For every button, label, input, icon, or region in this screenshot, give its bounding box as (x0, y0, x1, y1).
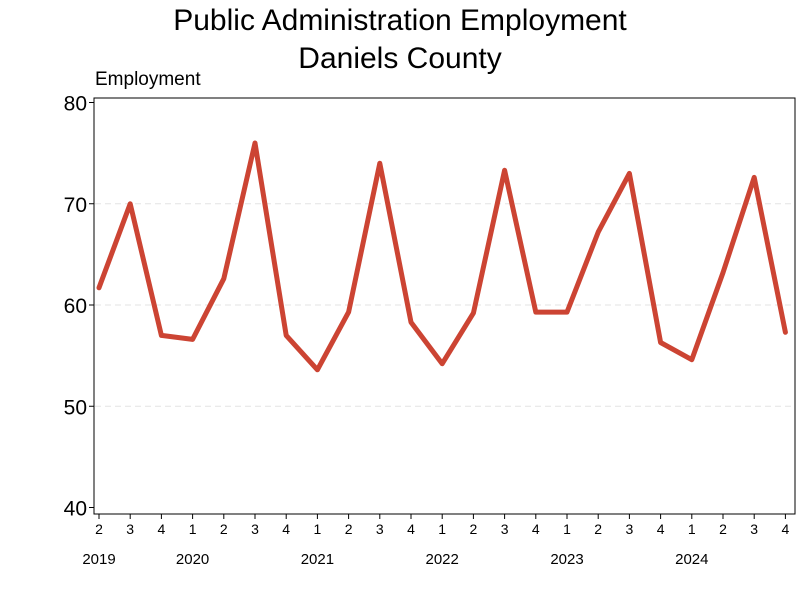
x-year-label: 2021 (301, 551, 334, 568)
data-point (627, 171, 632, 176)
data-point (408, 320, 414, 325)
data-point (159, 333, 164, 338)
data-point (128, 201, 133, 206)
series-line (96, 140, 788, 373)
x-tick-label: 1 (438, 521, 446, 537)
x-tick-label: 2 (95, 521, 103, 537)
data-point (502, 168, 507, 173)
chart-title-line-2: Daniels County (298, 42, 501, 75)
x-tick-label: 1 (688, 521, 696, 537)
x-axis-year-labels: 2019 2020 2021 2022 2023 2024 (82, 551, 708, 568)
data-point (221, 276, 226, 281)
grid-lines (95, 203, 794, 407)
data-point (377, 161, 382, 166)
x-tick-label: 2 (470, 521, 478, 537)
data-point (315, 367, 320, 372)
x-tick-label: 4 (282, 521, 290, 537)
y-axis-ticks: 40 50 60 70 80 (64, 93, 94, 521)
data-point (252, 140, 258, 146)
data-point (752, 175, 757, 180)
x-tick-label: 1 (563, 521, 571, 537)
data-point (440, 361, 445, 366)
data-point (720, 270, 726, 275)
chart-title-line-1: Public Administration Employment (173, 4, 627, 37)
x-tick-label: 4 (782, 521, 790, 537)
data-point (564, 309, 570, 315)
x-tick-label: 2 (345, 521, 353, 537)
x-tick-label: 1 (314, 521, 322, 537)
data-point (190, 337, 195, 342)
y-axis-label: Employment (95, 69, 201, 90)
x-tick-label: 1 (189, 521, 197, 537)
x-year-label: 2019 (82, 551, 115, 568)
data-point (533, 309, 538, 315)
plot-frame (93, 97, 796, 515)
x-tick-label: 3 (750, 521, 758, 537)
x-tick-label: 2 (594, 521, 602, 537)
y-tick-label: 40 (64, 498, 87, 521)
y-tick-label: 60 (64, 295, 87, 318)
data-point (284, 333, 289, 338)
x-tick-label: 3 (376, 521, 384, 537)
data-point (346, 309, 351, 315)
y-tick-label: 70 (64, 194, 87, 217)
x-year-label: 2020 (176, 551, 209, 568)
x-tick-label: 4 (158, 521, 166, 537)
x-year-label: 2022 (426, 551, 459, 568)
x-year-label: 2023 (550, 551, 583, 568)
x-tick-label: 3 (626, 521, 634, 537)
data-point (96, 285, 102, 290)
data-point (689, 357, 694, 362)
x-tick-label: 4 (532, 521, 540, 537)
y-tick-label: 80 (64, 93, 87, 116)
data-point (783, 330, 788, 335)
x-year-label: 2024 (675, 551, 708, 568)
x-tick-label: 4 (407, 521, 415, 537)
x-tick-label: 2 (220, 521, 228, 537)
x-tick-label: 3 (501, 521, 509, 537)
data-point (658, 340, 663, 345)
x-tick-label: 3 (251, 521, 259, 537)
x-tick-label: 4 (657, 521, 665, 537)
data-point (471, 310, 476, 316)
x-tick-label: 3 (126, 521, 134, 537)
x-tick-label: 2 (719, 521, 727, 537)
series-layer (96, 140, 788, 373)
y-tick-label: 50 (64, 396, 87, 419)
data-point (596, 229, 601, 235)
x-axis-ticks: 2 3 4 1 2 3 4 1 2 3 4 1 2 3 4 1 2 3 4 1 2 3 4 (95, 514, 790, 537)
